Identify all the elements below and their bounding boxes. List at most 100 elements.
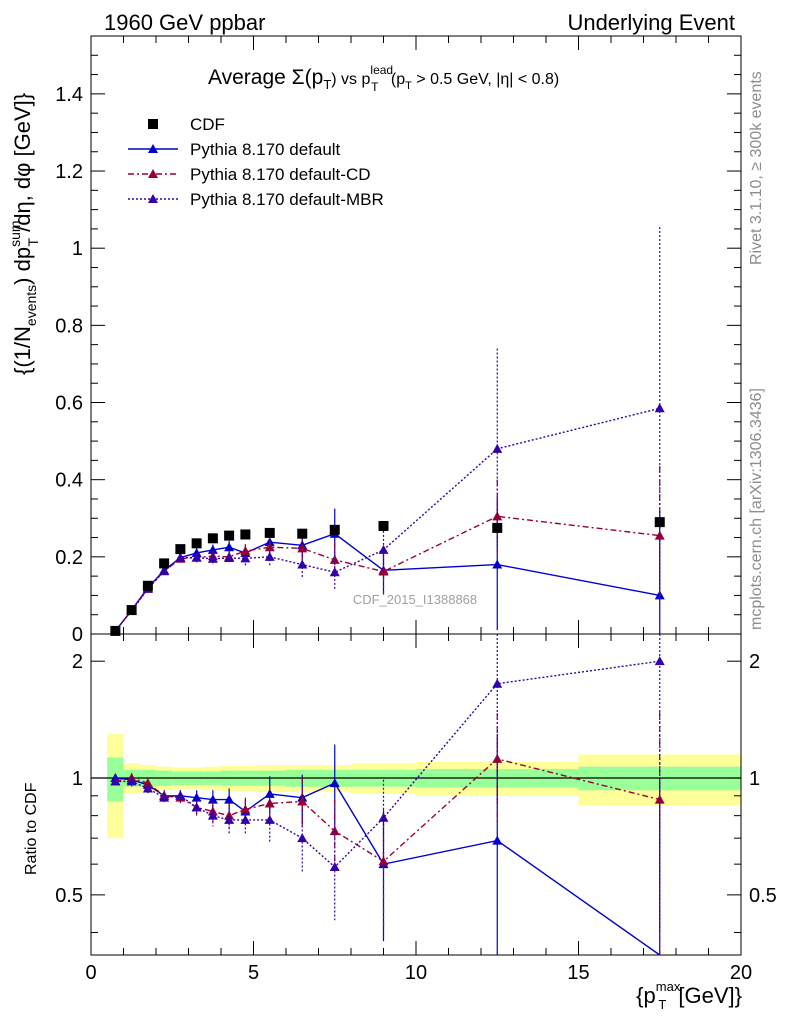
legend-marker [148, 144, 158, 153]
main-y-tick-label: 0.6 [55, 393, 83, 415]
main-point [492, 511, 503, 521]
ratio-point [240, 814, 251, 824]
main-point [224, 552, 235, 562]
main-point [175, 552, 186, 562]
main-y-tick-label: 0.2 [55, 547, 83, 569]
main-point [240, 546, 251, 556]
ratio-point [654, 656, 665, 666]
ratio-x-tick-label: 5 [248, 962, 259, 984]
main-data-point [654, 517, 665, 528]
main-data-point [110, 625, 121, 636]
ratio-point [224, 814, 235, 824]
ratio-point [492, 835, 503, 845]
ratio-point [329, 778, 340, 788]
main-data-point [159, 558, 170, 569]
ratio-y-tick-label: 1 [72, 768, 83, 790]
main-point [264, 542, 275, 552]
legend-label: CDF [190, 115, 225, 134]
main-point [329, 567, 340, 577]
main-data-point [175, 544, 186, 555]
ratio-y-tick-label: 0.5 [55, 885, 83, 907]
ratio-point [378, 812, 389, 822]
legend-marker [148, 169, 158, 178]
main-data-point [329, 524, 340, 535]
main-point [264, 551, 275, 561]
header-left: 1960 GeV ppbar [104, 10, 265, 35]
main-title: Average Σ(pT) vs plead T (pT > 0.5 GeV, |… [208, 63, 559, 94]
main-point [654, 403, 665, 413]
legend-marker-data [148, 119, 158, 129]
main-point [297, 559, 308, 569]
ratio-point [264, 798, 275, 808]
ratio-point [492, 678, 503, 688]
ratio-point [224, 794, 235, 804]
main-point [191, 552, 202, 562]
main-data-point [142, 580, 153, 591]
main-data-point [224, 530, 235, 541]
ratio-point [191, 802, 202, 812]
main-point [207, 553, 218, 563]
main-y-tick-label: 0.8 [55, 315, 83, 337]
main-y-label: {(1/Nevents) dpsum T/dη, dφ [GeV]} [7, 93, 41, 375]
ratio-point [126, 776, 137, 786]
mcplots-label: mcplots.cern.ch [arXiv:1306.3436] [748, 388, 765, 630]
main-data-point [297, 528, 308, 539]
ratio-point [175, 790, 186, 800]
ratio-series-line [115, 758, 660, 863]
main-y-tick-label: 1 [72, 238, 83, 260]
main-point [378, 544, 389, 554]
main-data-point [207, 533, 218, 544]
legend-label: Pythia 8.170 default-CD [190, 165, 371, 184]
main-data-point [191, 538, 202, 549]
main-point [159, 566, 170, 576]
main-data-point [240, 529, 251, 540]
ratio-point [207, 810, 218, 820]
main-point [297, 543, 308, 553]
legend-label: Pythia 8.170 default-MBR [190, 190, 384, 209]
ratio-point [142, 783, 153, 793]
ratio-point [110, 776, 121, 786]
ratio-point [207, 794, 218, 804]
ratio-point [264, 814, 275, 824]
header-right: Underlying Event [567, 10, 735, 35]
ratio-point [159, 792, 170, 802]
ratio-y-tick-label-right: 1 [749, 768, 760, 790]
main-frame [90, 35, 742, 635]
watermark: CDF_2015_I1388868 [353, 592, 477, 607]
legend-marker [148, 194, 158, 203]
main-point [191, 547, 202, 557]
ratio-point [264, 788, 275, 798]
ratio-x-tick-label: 20 [730, 962, 752, 984]
main-data-point [264, 527, 275, 538]
main-data-point [126, 605, 137, 616]
main-point [492, 559, 503, 569]
ratio-x-tick-label: 15 [567, 962, 589, 984]
ratio-y-tick-label-right: 0.5 [749, 885, 777, 907]
ratio-x-tick-label: 0 [85, 962, 96, 984]
main-point [240, 553, 251, 563]
main-data-point [378, 520, 389, 531]
rivet-label: Rivet 3.1.10, ≥ 300k events [748, 71, 765, 265]
ratio-y-tick-label: 2 [72, 651, 83, 673]
ratio-point [142, 778, 153, 788]
main-point [207, 544, 218, 554]
main-point [492, 443, 503, 453]
main-data-point [492, 522, 503, 533]
ratio-series-line [115, 660, 660, 868]
ratio-point [191, 792, 202, 802]
ratio-point [297, 796, 308, 806]
main-y-tick-label: 0 [72, 624, 83, 646]
main-y-tick-label: 0.4 [55, 470, 83, 492]
legend-label: Pythia 8.170 default [190, 140, 341, 159]
main-point [224, 542, 235, 552]
ratio-point [329, 861, 340, 871]
ratio-y-label: Ratio to CDF [23, 782, 40, 875]
ratio-x-tick-label: 10 [405, 962, 427, 984]
main-y-tick-label: 1.2 [55, 161, 83, 183]
main-series-line [114, 407, 660, 632]
ratio-point [297, 833, 308, 843]
main-y-tick-label: 1.4 [55, 84, 83, 106]
ratio-y-tick-label-right: 2 [749, 651, 760, 673]
x-axis-label: {pmax T [GeV]} [636, 979, 742, 1012]
